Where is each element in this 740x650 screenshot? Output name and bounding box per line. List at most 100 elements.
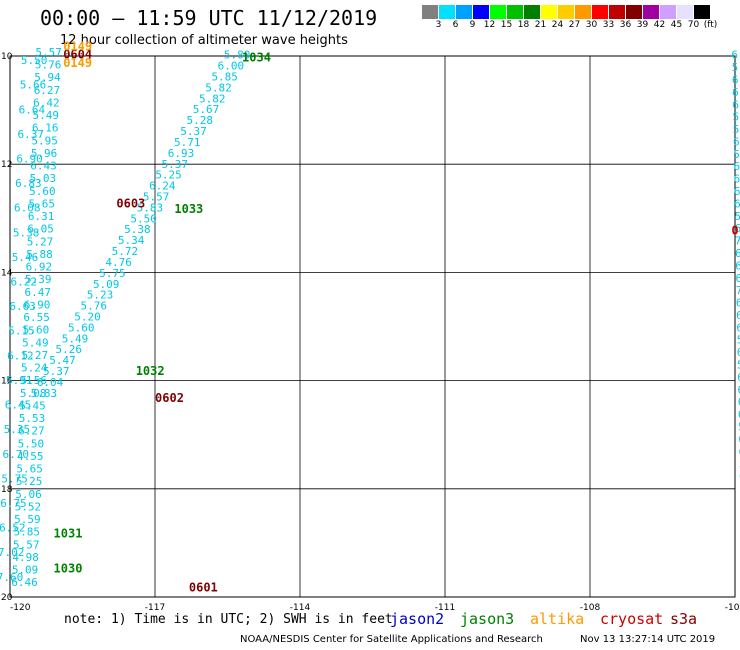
wave-height-value: 5.50 <box>21 54 48 67</box>
wave-height-value: 5.97 <box>733 148 740 161</box>
wave-height-value: 5.85 <box>211 71 238 84</box>
legend-label: 36 <box>619 20 632 30</box>
wave-height-value: 5.09 <box>93 278 120 291</box>
lon-tick-label: -120 <box>10 603 31 613</box>
wave-height-value: 5.57 <box>143 190 170 203</box>
wave-height-value: 5.66 <box>20 79 47 92</box>
wave-height-value: 5.35 <box>4 423 31 436</box>
wave-height-value: 6.22 <box>11 276 38 289</box>
legend-swatch <box>626 5 643 19</box>
wave-height-value: 5.60 <box>68 321 95 334</box>
legend-swatch <box>541 5 558 19</box>
lon-tick-label: -111 <box>435 603 455 613</box>
page-title: 00:00 – 11:59 UTC 11/12/2019 <box>40 6 378 30</box>
wave-height-value: 6.05 <box>27 223 54 236</box>
wave-height-value: 6.63 <box>739 445 740 458</box>
wave-height-value: 6.52 <box>0 522 26 535</box>
wave-height-value: 6.43 <box>738 396 740 409</box>
legend-swatch <box>609 5 626 19</box>
wave-height-value: 6.16 <box>32 122 59 135</box>
wave-height-value: 5.50 <box>18 437 45 450</box>
wave-height-value: 5.57 <box>35 46 62 59</box>
wave-height-value: 5.82 <box>199 92 226 105</box>
wave-height-value: 6.31 <box>28 210 55 223</box>
wave-height-value: 5.82 <box>205 81 232 94</box>
wave-height-value: 6.66 <box>736 321 740 334</box>
wave-height-value: 6.90 <box>24 298 51 311</box>
wave-height-value: 5.56 <box>20 374 47 387</box>
wave-height-value: 5.59 <box>14 513 41 526</box>
credit-text: NOAA/NESDIS Center for Satellite Applica… <box>240 634 543 645</box>
wave-height-value: 5.95 <box>737 359 740 372</box>
wave-height-value: 5.26 <box>56 343 83 356</box>
wave-height-value: 5.76 <box>35 59 62 72</box>
wave-height-value: 6.27 <box>34 84 61 97</box>
wave-height-value: 6.89 <box>735 222 740 235</box>
legend-swatch <box>422 5 439 19</box>
wave-height-value: 6.08 <box>14 202 41 215</box>
wave-height-value: 5.25 <box>155 169 182 182</box>
wave-height-value: 6.61 <box>737 371 740 384</box>
map-frame <box>9 55 736 598</box>
wave-height-value: 5.68 <box>734 210 740 223</box>
legend-swatch <box>694 5 711 19</box>
wave-height-value: 5.37 <box>43 365 70 378</box>
satellite-label-cryosat: cryosat <box>600 610 664 628</box>
wave-height-value: 6.03 <box>732 86 740 99</box>
wave-height-value: 5.47 <box>49 354 76 367</box>
wave-height-value: 5.65 <box>16 463 43 476</box>
wave-height-value: 5.88 <box>26 248 53 261</box>
legend-label: 33 <box>602 20 615 30</box>
legend-swatch <box>677 5 694 19</box>
wave-height-value: 5.55 <box>733 111 740 124</box>
wave-height-value: 5.57 <box>13 538 40 551</box>
wave-height-value: 6.90 <box>16 153 43 166</box>
lat-tick-label: 16 <box>1 377 13 387</box>
pass-time-label: 0 <box>731 224 738 238</box>
legend-label: 27 <box>568 20 581 30</box>
wave-height-value: 6.44 <box>732 98 740 111</box>
wave-height-value: 5.25 <box>16 475 43 488</box>
legend-label: 30 <box>585 20 598 30</box>
wave-height-value: 6.63 <box>9 300 36 313</box>
pass-time-label: 1030 <box>54 562 83 576</box>
legend-label: 9 <box>469 20 476 30</box>
wave-height-value: 5.95 <box>31 134 58 147</box>
wave-height-value: 5.91 <box>6 374 33 387</box>
wave-height-value: 5.53 <box>19 412 46 425</box>
wave-height-value: 5.15 <box>8 325 35 338</box>
legend-label: 3 <box>435 20 442 30</box>
pass-time-label: 1034 <box>242 50 271 64</box>
wave-height-value: 6.83 <box>15 177 42 190</box>
wave-height-value: 6.42 <box>33 96 60 109</box>
wave-height-value: 5.83 <box>137 201 164 214</box>
wave-height-value: 6.47 <box>24 286 51 299</box>
wave-height-value: 4.55 <box>17 450 44 463</box>
wave-height-value: 5.85 <box>14 526 41 539</box>
wave-height-value: 6.00 <box>218 60 245 73</box>
lon-tick-label: -108 <box>580 603 601 613</box>
wave-height-value: 6.24 <box>149 180 176 193</box>
lon-tick-label: -117 <box>145 603 165 613</box>
wave-height-value: 5.28 <box>186 114 213 127</box>
wave-height-value: 5.20 <box>74 310 101 323</box>
wave-height-value: 5.52 <box>15 500 42 513</box>
wave-height-value: 6.12 <box>7 349 34 362</box>
wave-height-value: 5.08 <box>20 387 47 400</box>
pass-time-label: 0602 <box>155 391 184 405</box>
legend-swatch <box>456 5 473 19</box>
wave-height-value: 5.76 <box>80 300 107 313</box>
wave-height-value: 6.24 <box>736 297 740 310</box>
wave-height-value: 4.98 <box>12 551 39 564</box>
wave-height-value: 5.96 <box>31 147 58 160</box>
wave-height-value: 5.83 <box>31 387 58 400</box>
wave-height-value: 5.94 <box>34 71 61 84</box>
wave-height-value: 6.70 <box>3 448 30 461</box>
wave-height-value: 6.76 <box>737 383 740 396</box>
wave-height-value: 5.65 <box>738 420 740 433</box>
pass-time-label: 0149 <box>63 40 92 54</box>
wave-height-value: 5.39 <box>25 273 52 286</box>
wave-height-value: 5.67 <box>737 334 740 347</box>
